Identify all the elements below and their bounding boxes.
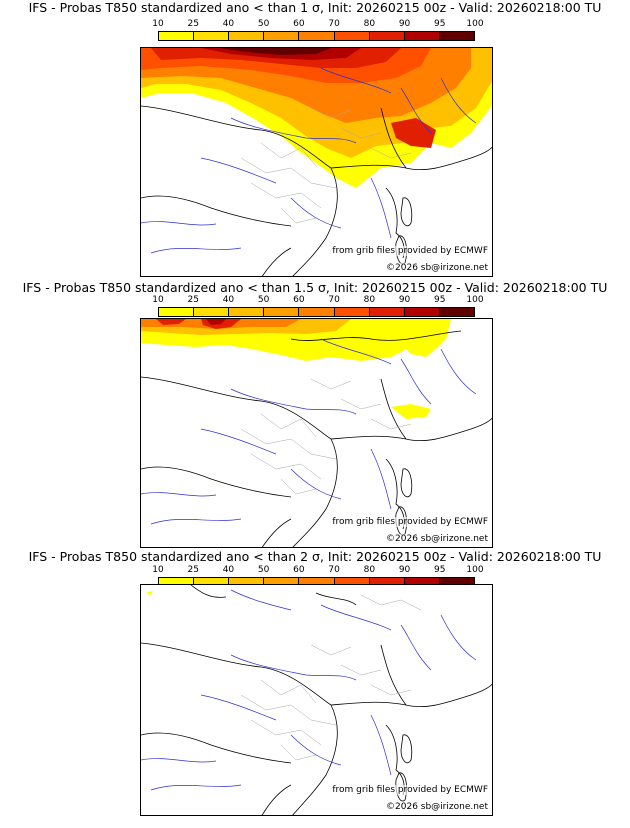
colorbar-tick-label: 60 xyxy=(293,295,305,305)
rivers xyxy=(141,338,477,525)
rivers xyxy=(141,589,477,791)
colorbar-tick-labels: 10 25 40 50 60 70 80 90 95 100 xyxy=(140,295,483,307)
colorbar-segment xyxy=(194,32,230,40)
colorbar-tick-label: 95 xyxy=(434,295,446,305)
colorbar-tick-label: 70 xyxy=(328,565,340,575)
source-credit: from grib files provided by ECMWF xyxy=(332,246,488,256)
colorbar-segment xyxy=(369,578,405,586)
colorbar-tick-label: 25 xyxy=(187,19,199,29)
colorbar-segment xyxy=(194,308,230,316)
colorbar-tick-label: 25 xyxy=(187,565,199,575)
colorbar-tick-label: 70 xyxy=(328,295,340,305)
colorbar-tick-label: 80 xyxy=(363,19,376,29)
colorbar-segment xyxy=(404,308,440,316)
colorbar-tick-label: 60 xyxy=(293,19,305,29)
probability-shading xyxy=(141,319,451,419)
colorbar xyxy=(158,307,475,317)
colorbar-tick-label: 40 xyxy=(222,295,235,305)
colorbar-segment xyxy=(299,578,335,586)
colorbar-segment xyxy=(369,32,405,40)
panel-title: IFS - Probas T850 standardized ano < tha… xyxy=(22,280,608,295)
colorbar-tick-label: 10 xyxy=(152,295,164,305)
probability-map xyxy=(141,585,492,815)
colorbar-segment xyxy=(334,32,370,40)
colorbar-tick-label: 10 xyxy=(152,19,164,29)
map-area: from grib files provided by ECMWF ©2026 … xyxy=(140,47,493,277)
panel-title: IFS - Probas T850 standardized ano < tha… xyxy=(28,549,602,564)
colorbar-segment xyxy=(404,578,440,586)
colorbar-segment xyxy=(264,32,300,40)
colorbar-tick-label: 100 xyxy=(466,565,484,575)
colorbar-tick-label: 25 xyxy=(187,295,199,305)
colorbar-segment xyxy=(264,578,300,586)
probability-shading xyxy=(145,591,153,595)
colorbar-segment xyxy=(404,32,440,40)
source-credit: from grib files provided by ECMWF xyxy=(332,517,488,527)
regional-borders xyxy=(240,594,422,761)
colorbar-segment xyxy=(369,308,405,316)
colorbar-segment xyxy=(439,32,474,40)
map-panel-3: IFS - Probas T850 standardized ano < tha… xyxy=(0,546,630,828)
colorbar-tick-label: 50 xyxy=(257,295,270,305)
colorbar-tick-label: 40 xyxy=(222,565,235,575)
country-borders xyxy=(141,585,492,815)
probability-shading xyxy=(141,48,492,188)
copyright-credit: ©2026 sb@irizone.net xyxy=(386,802,488,812)
colorbar-tick-label: 50 xyxy=(257,19,270,29)
colorbar-segment xyxy=(159,578,195,586)
colorbar-segment xyxy=(334,578,370,586)
country-borders xyxy=(141,330,492,547)
panel-title: IFS - Probas T850 standardized ano < tha… xyxy=(28,0,602,15)
colorbar-tick-label: 100 xyxy=(466,19,484,29)
colorbar-segment xyxy=(439,308,474,316)
colorbar-segment xyxy=(439,578,474,586)
colorbar-tick-label: 50 xyxy=(257,565,270,575)
colorbar-tick-label: 90 xyxy=(398,565,411,575)
probability-map xyxy=(141,48,492,276)
colorbar-tick-label: 10 xyxy=(152,565,164,575)
copyright-credit: ©2026 sb@irizone.net xyxy=(386,263,488,273)
colorbar-segment xyxy=(229,32,265,40)
probability-map xyxy=(141,319,492,547)
colorbar-tick-label: 60 xyxy=(293,565,305,575)
colorbar-tick-label: 90 xyxy=(398,19,411,29)
colorbar-segment xyxy=(229,578,265,586)
colorbar-segment xyxy=(159,308,195,316)
copyright-credit: ©2026 sb@irizone.net xyxy=(386,534,488,544)
colorbar-segment xyxy=(159,32,195,40)
colorbar-segment xyxy=(299,32,335,40)
colorbar-segment xyxy=(334,308,370,316)
colorbar-tick-label: 90 xyxy=(398,295,411,305)
regional-borders xyxy=(240,378,412,495)
colorbar-segment xyxy=(299,308,335,316)
colorbar-tick-labels: 10 25 40 50 60 70 80 90 95 100 xyxy=(140,565,483,577)
colorbar-segment xyxy=(194,578,230,586)
colorbar-tick-label: 100 xyxy=(466,295,484,305)
colorbar-tick-label: 80 xyxy=(363,295,376,305)
map-panel-1: IFS - Probas T850 standardized ano < tha… xyxy=(0,0,630,277)
colorbar-segment xyxy=(264,308,300,316)
colorbar xyxy=(158,31,475,41)
colorbar-tick-labels: 10 25 40 50 60 70 80 90 95 100 xyxy=(140,19,483,31)
colorbar-tick-label: 95 xyxy=(434,19,446,29)
country-borders xyxy=(141,105,492,276)
colorbar-tick-label: 80 xyxy=(363,565,376,575)
map-area: from grib files provided by ECMWF ©2026 … xyxy=(140,318,493,548)
rivers xyxy=(141,67,477,254)
map-panel-2: IFS - Probas T850 standardized ano < tha… xyxy=(0,276,630,548)
colorbar-tick-label: 70 xyxy=(328,19,340,29)
colorbar-segment xyxy=(229,308,265,316)
map-area: from grib files provided by ECMWF ©2026 … xyxy=(140,584,493,816)
source-credit: from grib files provided by ECMWF xyxy=(332,785,488,795)
colorbar-tick-label: 95 xyxy=(434,565,446,575)
colorbar-tick-label: 40 xyxy=(222,19,235,29)
regional-borders xyxy=(240,107,412,224)
